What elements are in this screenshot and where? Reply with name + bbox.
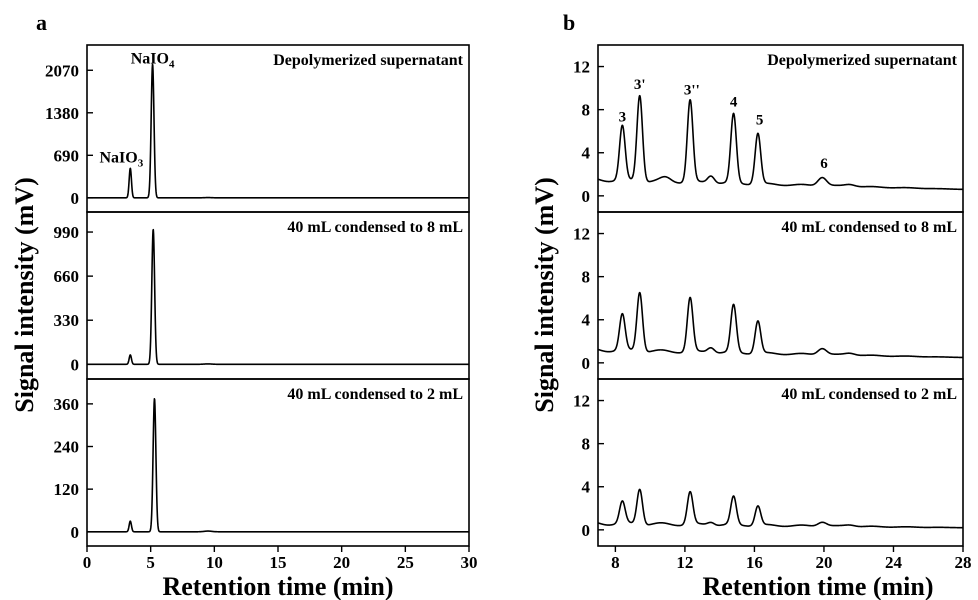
panel-a-y-tick-label: 360: [54, 395, 80, 414]
panel-a-y-axis-title: Signal intensity (mV): [10, 177, 39, 412]
panel-b-letter: b: [563, 10, 575, 35]
panel-b-subplot-label: 40 mL condensed to 8 mL: [781, 219, 957, 236]
panel-b-subplot-label: Depolymerized supernatant: [767, 52, 957, 69]
panel-b-x-tick-label: 20: [815, 553, 832, 572]
panel-a-x-tick-label: 10: [206, 553, 223, 572]
panel-a-x-tick-label: 25: [397, 553, 414, 572]
panel-a-y-tick-label: 660: [54, 267, 80, 286]
panel-a-y-tick-label: 690: [54, 146, 80, 165]
panel-b-trace-3: [597, 488, 964, 529]
panel-b-y-tick-label: 8: [582, 268, 591, 287]
panel-b-y-tick-label: 12: [573, 225, 590, 244]
panel-b-subplot-label: 40 mL condensed to 2 mL: [781, 386, 957, 403]
panel-a-subplot-label: Depolymerized supernatant: [273, 52, 463, 69]
panel-b-y-tick-label: 4: [582, 311, 591, 330]
panel-b-peak-label: 3'': [684, 83, 700, 99]
panel-a-y-tick-label: 330: [54, 311, 80, 330]
panel-b-subplot-frame: [597, 378, 964, 547]
panel-b-y-axis-title: Signal intensity (mV): [530, 177, 559, 412]
panel-b-x-tick-label: 24: [885, 553, 903, 572]
panel-b-x-tick-label: 12: [676, 553, 693, 572]
panel-a-peak-annotation: NaIO4: [131, 50, 175, 70]
panel-b-x-axis-title: Retention time (min): [702, 572, 933, 600]
annotation-subscript: 3: [138, 158, 144, 170]
panel-a-subplot-frame: [86, 44, 470, 213]
annotation-base: NaIO: [100, 150, 138, 167]
panel-b-y-tick-label: 8: [582, 101, 591, 120]
panel-a-y-tick-label: 240: [54, 438, 80, 457]
panel-b-trace-2: [597, 291, 964, 359]
panel-b-peak-label: 5: [756, 113, 764, 129]
panel-b-subplot-3: 0 4 8 12 40 mL condensed to 2 mL: [573, 378, 964, 547]
panel-a-subplot-3: 0 120 240 360 40 mL condensed to 2 mL: [54, 378, 470, 547]
panel-a-x-tick-label: 15: [270, 553, 287, 572]
panel-a-subplot-2: 0 330 660 990 40 mL condensed to 8 mL: [54, 211, 470, 380]
panel-b-x-tick-label: 8: [611, 553, 620, 572]
panel-a-y-tick-label: 0: [71, 355, 80, 374]
panel-b-subplot-1: 0 4 8 12 Depolymerized supernatant 3 3' 3'' 4 5 6: [573, 44, 964, 213]
panel-a-x-axis-title: Retention time (min): [162, 572, 393, 600]
panel-b-y-tick-label: 12: [573, 58, 590, 77]
panel-b-x-tick-label: 16: [746, 553, 763, 572]
panel-a-y-tick-label: 1380: [45, 104, 79, 123]
panel-b-peak-label: 3: [619, 109, 627, 125]
panel-a-peak-annotation: NaIO3: [100, 150, 144, 170]
panel-a-x-tick-label: 30: [461, 553, 478, 572]
panel-b-y-tick-label: 0: [582, 187, 591, 206]
panel-a-subplot-frame: [86, 378, 470, 547]
panel-a-x-tick-label: 0: [83, 553, 92, 572]
panel-b-subplot-2: 0 4 8 12 40 mL condensed to 8 mL: [573, 211, 964, 380]
panel-a-subplot-label: 40 mL condensed to 2 mL: [287, 386, 463, 403]
panel-a-trace-1: [86, 63, 470, 199]
panel-b-y-tick-label: 0: [582, 521, 591, 540]
panel-b-y-tick-label: 12: [573, 392, 590, 411]
panel-a-trace-2: [86, 228, 470, 366]
annotation-base: NaIO: [131, 50, 169, 67]
panel-a-subplot-1: 0 690 1380 2070 Depolymerized supernatant NaI…: [45, 44, 470, 213]
panel-b-y-tick-label: 4: [582, 144, 591, 163]
panel-b-peak-label: 4: [730, 94, 738, 110]
panel-a-y-tick-label: 0: [71, 189, 80, 208]
panel-b-peak-label: 6: [820, 156, 828, 172]
panel-a-letter: a: [36, 10, 47, 35]
panel-a-trace-3: [86, 398, 470, 533]
panel-b-trace-1: [597, 94, 964, 191]
panel-b-peak-label: 3': [634, 77, 646, 93]
panel-a-x-tick-label: 5: [146, 553, 155, 572]
panel-b-y-tick-label: 4: [582, 478, 591, 497]
panel-a-y-tick-label: 2070: [45, 61, 79, 80]
panel-a-x-tick-label: 20: [333, 553, 350, 572]
panel-a-y-tick-label: 990: [54, 223, 80, 242]
panel-b-y-tick-label: 8: [582, 435, 591, 454]
panel-a-y-tick-label: 0: [71, 523, 80, 542]
annotation-subscript: 4: [169, 58, 175, 70]
panel-a-subplot-label: 40 mL condensed to 8 mL: [287, 219, 463, 236]
plot-area: 0 690 1380 2070 Depolymerized supernatant NaI…: [45, 44, 972, 572]
panel-a-y-tick-label: 120: [54, 480, 80, 499]
panel-b-y-tick-label: 0: [582, 354, 591, 373]
panel-a: 0 690 1380 2070 Depolymerized supernatant NaI…: [45, 44, 478, 572]
panel-b-x-tick-label: 28: [955, 553, 972, 572]
panel-a-subplot-frame: [86, 211, 470, 380]
